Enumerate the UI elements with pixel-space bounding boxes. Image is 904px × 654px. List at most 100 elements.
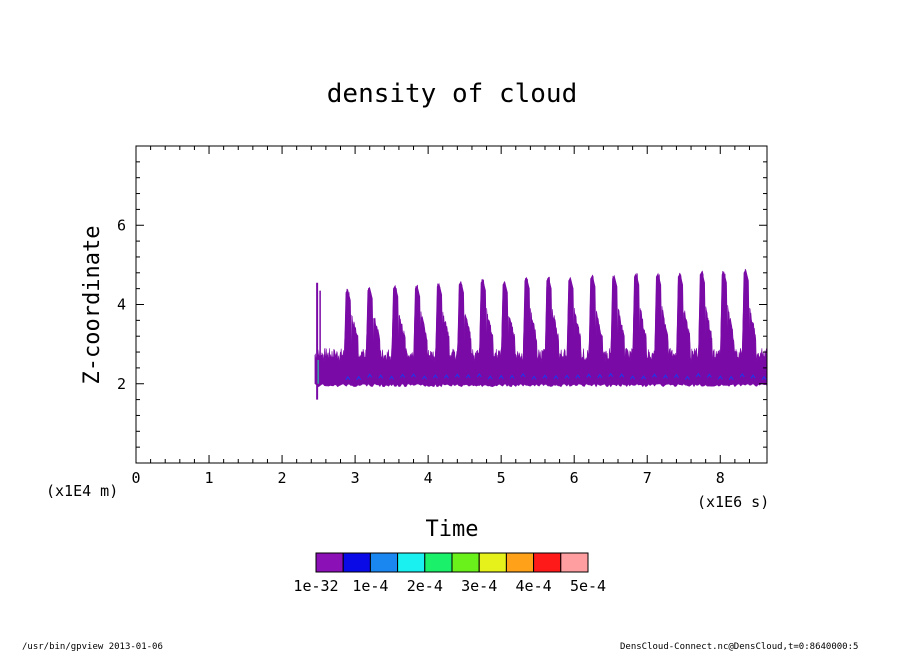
blue-density-mark	[717, 375, 723, 380]
colorbar-cell	[505, 552, 535, 573]
blue-density-mark	[476, 373, 482, 378]
colorbar-cell	[560, 552, 589, 573]
x-tick-label: 3	[351, 469, 360, 487]
blue-density-mark	[465, 373, 471, 379]
axis-ticks	[135, 145, 767, 464]
blue-density-mark	[673, 373, 679, 378]
colorbar-cell	[315, 552, 344, 573]
blue-density-mark	[652, 373, 657, 378]
blue-density-mark	[520, 372, 526, 378]
blue-density-mark	[509, 374, 515, 379]
colorbar-cell	[342, 552, 371, 573]
cloud-peak	[719, 270, 729, 384]
blue-density-mark	[641, 375, 647, 380]
x-tick-label: 8	[716, 469, 725, 487]
footer-right: DensCloud-Connect.nc@DensCloud,t=0:86400…	[620, 642, 859, 652]
colorbar-cell	[369, 552, 399, 573]
colorbar-label: 1e-4	[352, 577, 388, 595]
blue-density-mark	[695, 372, 701, 377]
cloud-peak	[500, 280, 510, 384]
cloud-peak	[631, 272, 641, 384]
blue-density-mark	[750, 374, 756, 379]
blue-density-mark	[378, 374, 384, 379]
cloud-peak	[390, 284, 400, 384]
cloud-peak	[609, 274, 619, 384]
x-tick-label: 1	[205, 469, 214, 487]
cloud-density-area	[314, 268, 768, 388]
plot-area	[314, 268, 768, 400]
blue-density-mark	[597, 373, 603, 378]
colorbar-label: 3e-4	[461, 577, 497, 595]
colorbar-label: 4e-4	[516, 577, 552, 595]
cloud-peak	[412, 284, 422, 384]
cloud-peak	[522, 276, 532, 384]
blue-density-mark	[487, 375, 493, 380]
blue-density-mark	[531, 375, 537, 380]
cloud-peak	[478, 278, 488, 384]
cloud-peak	[588, 274, 597, 384]
cloud-peak	[434, 282, 444, 384]
blue-density-mark	[608, 372, 614, 377]
blue-density-mark	[619, 373, 625, 378]
colorbar-cell	[451, 552, 480, 573]
plot-frame	[135, 145, 768, 464]
x-tick-label: 5	[497, 469, 506, 487]
colorbar-cell	[533, 552, 562, 573]
blue-density-mark	[389, 375, 395, 380]
blue-density-mark	[454, 373, 460, 378]
colorbar-cell	[424, 552, 453, 573]
blue-density-mark	[553, 374, 559, 380]
footer-left: /usr/bin/gpview 2013-01-06	[22, 642, 163, 652]
blue-density-mark	[356, 375, 362, 380]
blue-density-mark	[411, 373, 416, 378]
x-tick-label: 7	[643, 469, 652, 487]
y-tick-labels: 2 4 6	[117, 216, 126, 393]
y-axis-label: Z-coordinate	[80, 226, 105, 385]
x-tick-label: 0	[131, 469, 140, 487]
blue-density-mark	[575, 374, 581, 379]
blue-density-mark	[630, 375, 636, 380]
y-scale-label: (x1E4 m)	[46, 482, 118, 500]
cloud-peak	[343, 288, 353, 384]
blue-density-mark	[564, 374, 570, 379]
blue-density-mark	[367, 373, 373, 378]
colorbar-label: 2e-4	[407, 577, 443, 595]
blue-density-mark	[542, 374, 548, 379]
blue-density-mark	[728, 375, 734, 380]
x-scale-label: (x1E6 s)	[697, 493, 769, 511]
colorbar-cell	[478, 552, 507, 573]
blue-density-mark	[345, 375, 351, 381]
blue-density-mark	[684, 375, 690, 380]
colorbar-cell	[397, 552, 426, 573]
y-tick-label: 6	[117, 216, 126, 234]
blue-density-mark	[498, 374, 504, 379]
x-axis-label: Time	[426, 517, 479, 542]
blue-density-mark	[663, 374, 668, 379]
cloud-peak	[365, 286, 375, 384]
cloud-peak	[456, 280, 466, 384]
colorbar-label: 5e-4	[570, 577, 606, 595]
colorbar	[315, 552, 589, 573]
colorbar-labels: 1e-32 1e-4 2e-4 3e-4 4e-4 5e-4	[293, 577, 606, 595]
blue-density-mark	[739, 373, 745, 378]
x-tick-labels: 0 1 2 3 4 5 6 7 8	[131, 469, 724, 487]
cloud-peak	[544, 276, 554, 384]
blue-density-mark	[586, 373, 592, 378]
y-tick-label: 4	[117, 296, 126, 314]
cloud-peak	[741, 268, 751, 384]
y-tick-label: 2	[117, 375, 126, 393]
cloud-peak	[697, 270, 707, 384]
blue-density-mark	[706, 373, 712, 378]
x-tick-label: 4	[424, 469, 433, 487]
colorbar-label: 1e-32	[293, 577, 338, 595]
cloud-peak	[675, 272, 685, 384]
blue-density-mark	[432, 374, 438, 379]
cloud-peak	[566, 276, 575, 384]
blue-density-mark	[443, 374, 449, 379]
x-tick-label: 6	[570, 469, 579, 487]
blue-density-mark	[400, 373, 406, 378]
chart-title: density of cloud	[327, 79, 577, 109]
blue-density-mark	[761, 375, 767, 380]
cloud-peak	[653, 272, 663, 384]
